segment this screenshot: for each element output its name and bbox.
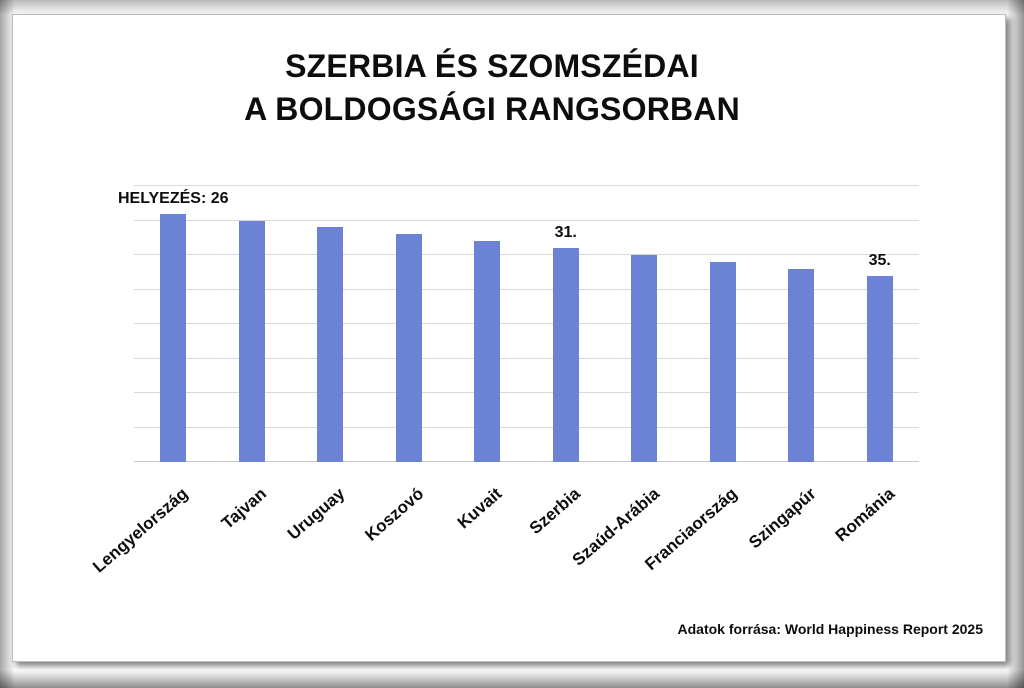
bar-6 xyxy=(552,248,579,462)
bar-1 xyxy=(160,213,187,462)
gridline xyxy=(134,288,919,290)
chart-title: SZERBIA ÉS SZOMSZÉDAI A BOLDOGSÁGI RANGS… xyxy=(13,45,1005,131)
x-axis-label: Románia xyxy=(831,484,899,546)
gridline xyxy=(134,323,919,324)
gridline xyxy=(134,185,919,186)
chart-title-line-1: SZERBIA ÉS SZOMSZÉDAI xyxy=(285,48,699,84)
data-label: HELYEZÉS: 26 xyxy=(117,189,229,207)
source-caption: Adatok forrása: World Happiness Report 2… xyxy=(677,621,983,637)
x-axis-label: Szingapúr xyxy=(745,484,820,553)
x-axis-label: Lengyelország xyxy=(89,484,192,577)
gridline xyxy=(134,219,919,221)
gridline xyxy=(134,357,919,359)
plot-area: HELYEZÉS: 26 31. 35. Lengyelország Tajvan Uru… xyxy=(89,185,919,576)
x-axis-label: Szerbia xyxy=(526,484,585,539)
bar-5 xyxy=(474,241,501,462)
gridline xyxy=(134,392,919,393)
bar-3 xyxy=(317,227,344,462)
bar-8 xyxy=(709,261,736,462)
x-axis-label: Uruguay xyxy=(284,484,349,544)
chart-title-line-2: A BOLDOGSÁGI RANGSORBAN xyxy=(244,91,740,127)
x-axis-label: Kuvait xyxy=(454,484,506,533)
bar-2 xyxy=(238,220,265,462)
x-axis-line xyxy=(134,461,919,462)
bar-10 xyxy=(866,275,893,462)
data-label: 35. xyxy=(868,251,891,269)
x-axis-label: Tajvan xyxy=(218,484,271,533)
chart-card: SZERBIA ÉS SZOMSZÉDAI A BOLDOGSÁGI RANGS… xyxy=(12,14,1006,662)
bar-4 xyxy=(395,234,422,462)
gridline xyxy=(134,426,919,428)
bar-7 xyxy=(631,255,658,462)
gridline xyxy=(134,254,919,255)
data-label: 31. xyxy=(554,224,577,242)
x-axis-label: Koszovó xyxy=(361,484,428,545)
bar-9 xyxy=(788,268,815,462)
